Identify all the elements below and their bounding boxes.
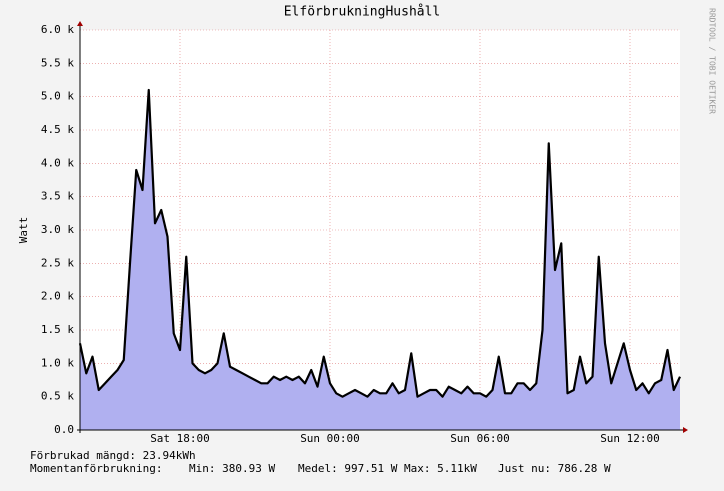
x-axis-arrow: [683, 427, 688, 433]
y-tick-label: 0.5 k: [41, 390, 74, 403]
x-tick-label: Sun 12:00: [600, 432, 660, 445]
x-tick-label: Sun 00:00: [300, 432, 360, 445]
footer-text: Förbrukad mängd: 23.94kWh: [30, 449, 196, 462]
footer-text: Min: 380.93 W: [189, 462, 275, 475]
side-text: RRDTOOL / TOBI OETIKER: [708, 8, 717, 114]
chart-title: ElförbrukningHushåll: [284, 5, 441, 20]
y-axis-arrow: [77, 21, 83, 26]
y-tick-label: 6.0 k: [41, 23, 74, 36]
y-tick-label: 2.0 k: [41, 290, 74, 303]
y-tick-label: 1.0 k: [41, 356, 74, 369]
x-tick-label: Sun 06:00: [450, 432, 510, 445]
footer-text: Momentanförbrukning:: [30, 462, 162, 475]
y-tick-label: 1.5 k: [41, 323, 74, 336]
line: [78, 88, 681, 398]
footer-text: Max: 5.11kW: [404, 462, 477, 475]
y-tick-label: 2.5 k: [41, 256, 74, 269]
y-tick-label: 4.5 k: [41, 123, 74, 136]
y-tick-label: 0.0: [54, 423, 74, 436]
y-axis-label: Watt: [17, 217, 30, 244]
y-tick-label: 4.0 k: [41, 156, 74, 169]
area: [80, 90, 680, 430]
x-tick-label: Sat 18:00: [150, 432, 210, 445]
y-tick-label: 5.5 k: [41, 56, 74, 69]
footer-text: Just nu: 786.28 W: [498, 462, 611, 475]
y-tick-label: 3.5 k: [41, 190, 74, 203]
y-tick-label: 3.0 k: [41, 223, 74, 236]
footer-text: Medel: 997.51 W: [298, 462, 398, 475]
y-tick-label: 5.0 k: [41, 90, 74, 103]
